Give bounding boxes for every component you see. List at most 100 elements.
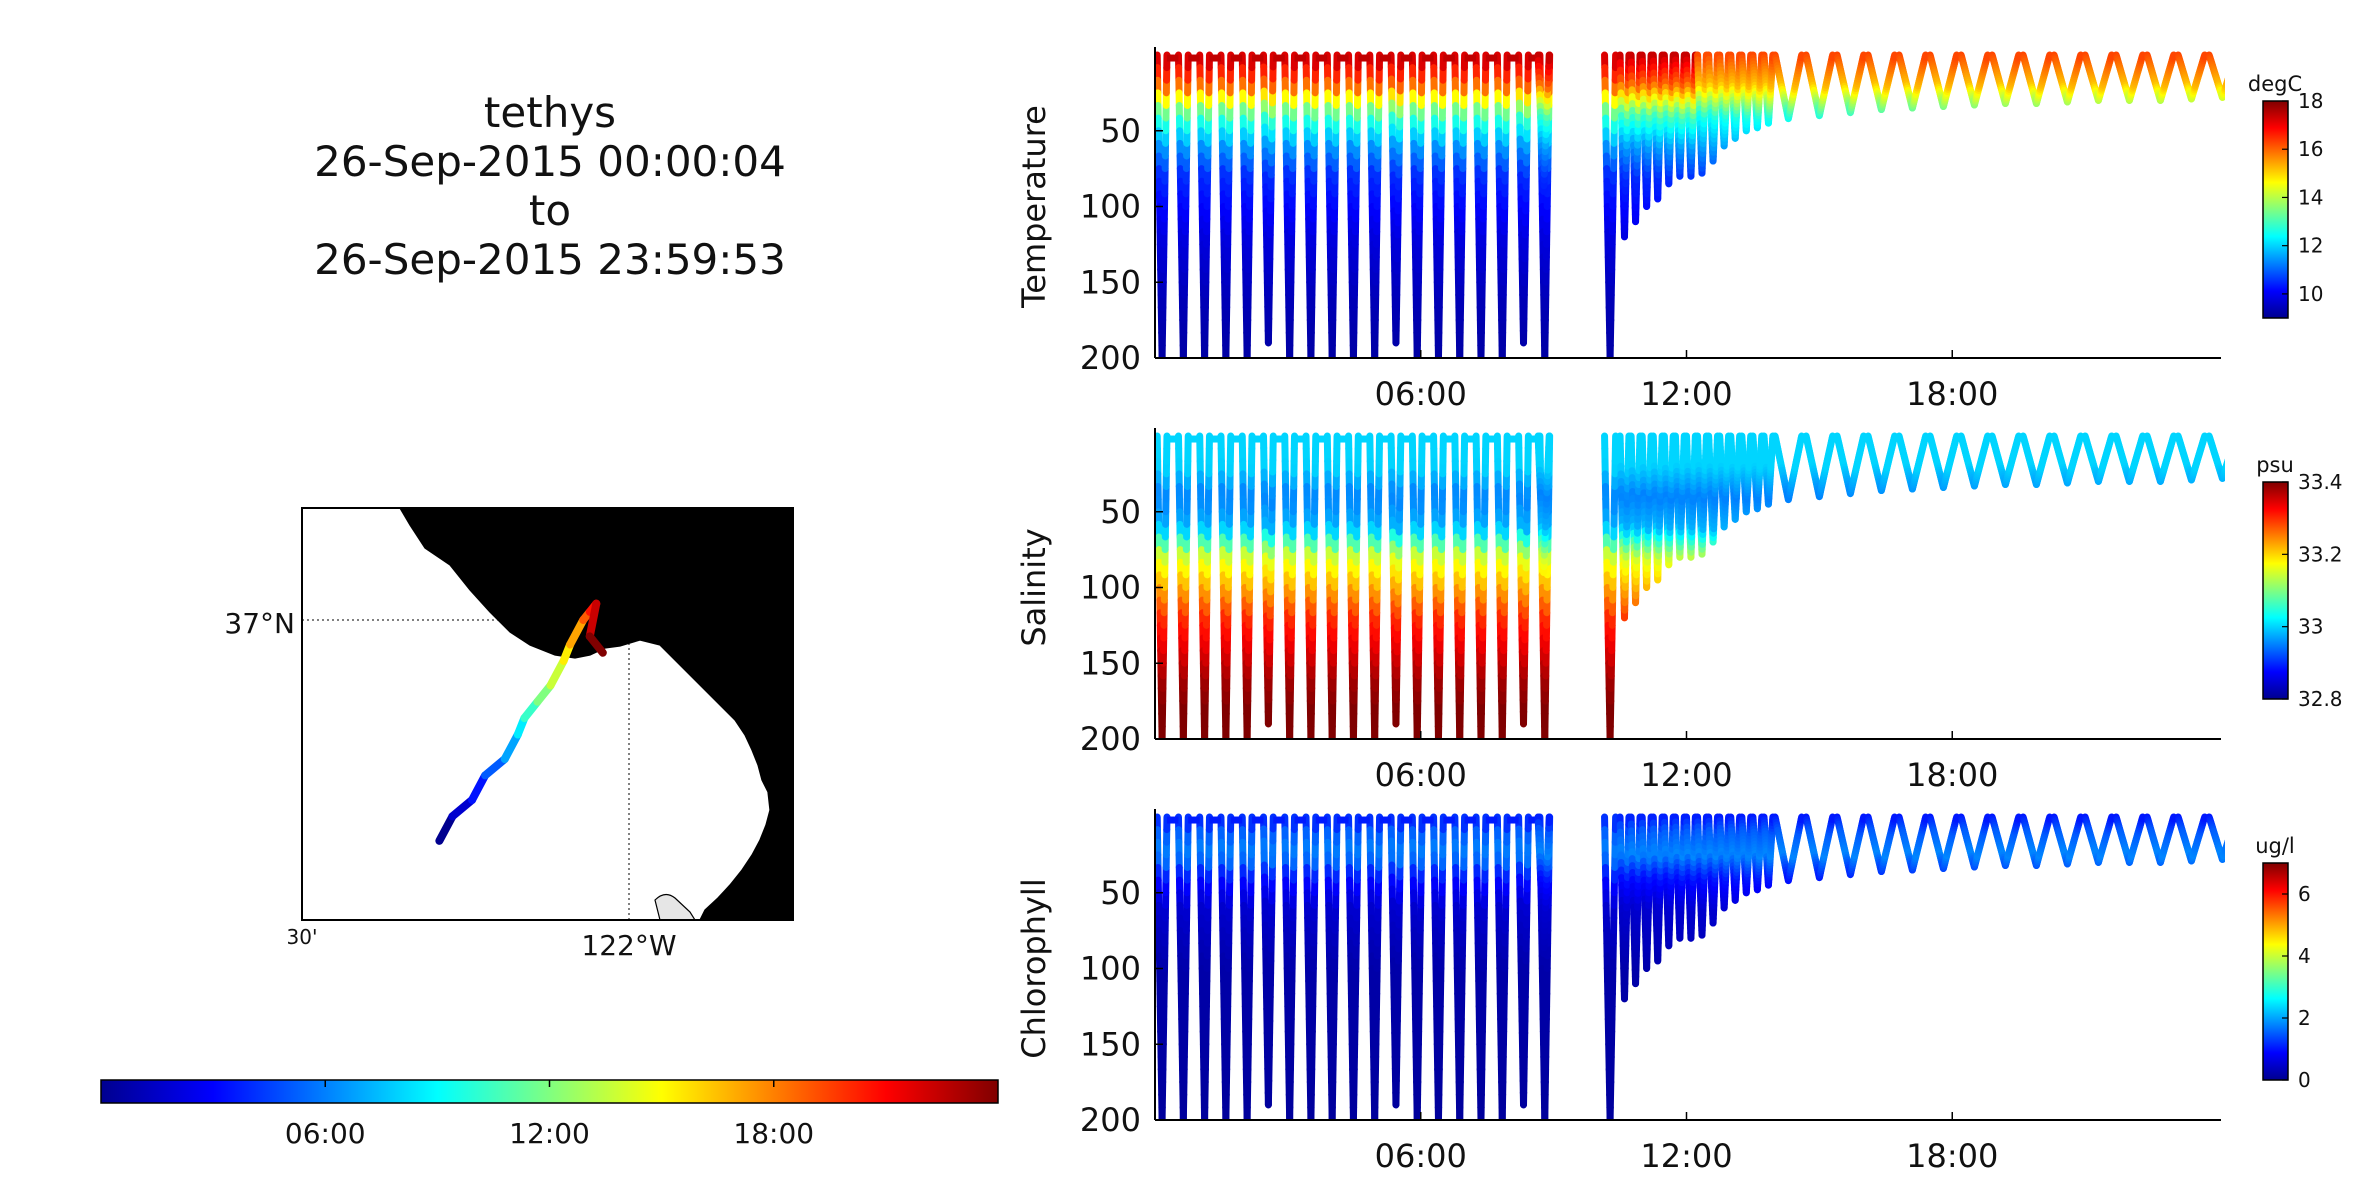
- track-segment: [468, 771, 490, 804]
- profile-segment: [2230, 71, 2231, 73]
- colorbar-tick-label: 14: [2298, 185, 2323, 209]
- profile-segment: [1921, 432, 1930, 442]
- profile-segment: [2014, 51, 2023, 61]
- colorbar-tick-label: 16: [2298, 137, 2323, 161]
- profile-segment: [2222, 462, 2225, 472]
- profile-segment: [1859, 51, 1868, 61]
- profile-segment: [2229, 74, 2230, 76]
- profile-segment: [2169, 432, 2178, 442]
- coastline-land: [399, 508, 793, 920]
- track-segment: [448, 795, 477, 821]
- profile-segment: [1983, 51, 1992, 61]
- profile-segment: [2229, 76, 2230, 78]
- profile-segment: [1890, 432, 1899, 442]
- profile-segment: [2014, 432, 2023, 442]
- profile-segment: [2138, 432, 2147, 442]
- profile-segment: [2200, 51, 2209, 61]
- y-tick-label: 100: [1080, 188, 1141, 226]
- profile-segment: [2045, 432, 2054, 442]
- profile-segment: [2234, 441, 2235, 443]
- profile-segment: [2223, 77, 2225, 85]
- profile-segment: [2231, 450, 2232, 452]
- colorbar-tick-label: 12: [2298, 234, 2323, 258]
- start-time: 26-Sep-2015 00:00:04: [314, 137, 786, 186]
- profile-segment: [1952, 432, 1961, 442]
- colorbar-tick-label: 33: [2298, 615, 2323, 639]
- profile-segment: [2231, 448, 2232, 450]
- colorbar-units: degC: [2248, 72, 2302, 96]
- profile-segment: [2230, 454, 2231, 456]
- y-tick-label: 200: [1080, 339, 1141, 377]
- x-tick-label: 12:00: [1640, 756, 1732, 794]
- plot-title: tethys 26-Sep-2015 00:00:04 to 26-Sep-20…: [240, 88, 860, 284]
- profile-segment: [2235, 438, 2236, 440]
- profile-segment: [2235, 55, 2236, 57]
- map-frame: [301, 507, 794, 921]
- colorbar-tick-label: 33.4: [2298, 470, 2343, 494]
- profile-segment: [2223, 458, 2225, 466]
- profile-segment: [2138, 51, 2147, 61]
- x-tick-label: 06:00: [1375, 756, 1467, 794]
- colorbar-units: psu: [2256, 453, 2294, 477]
- profile-segment: [2076, 51, 2085, 61]
- profile-data: [1155, 432, 2236, 739]
- time-colorbar-tick-label: 06:00: [285, 1117, 366, 1150]
- map-lon-label-30: 30': [287, 925, 318, 949]
- profile-segment: [2235, 57, 2236, 59]
- profile-segment: [2229, 455, 2230, 457]
- y-tick-label: 150: [1080, 644, 1141, 682]
- track-segment: [435, 812, 457, 845]
- profile-segment: [2235, 436, 2236, 438]
- colorbar-tick-label: 10: [2298, 282, 2323, 306]
- time-colorbar: 06:00 12:00 18:00: [100, 1079, 999, 1150]
- x-tick-label: 18:00: [1906, 756, 1998, 794]
- track-segment: [481, 755, 509, 780]
- profile-segment: [1797, 432, 1806, 443]
- profile-segment: [2200, 432, 2209, 442]
- profile-segment: [2222, 80, 2225, 89]
- profile-segment: [2232, 64, 2233, 66]
- glider-track: [435, 599, 607, 845]
- profile-segment: [2230, 73, 2231, 75]
- profile-segment: [2234, 440, 2235, 442]
- title-to: to: [528, 186, 572, 235]
- map-lat-label: 37°N: [224, 607, 295, 640]
- colorbar-tick-label: 18: [2298, 89, 2323, 113]
- profile-segment: [2229, 457, 2230, 459]
- profile-segment: [2231, 67, 2232, 69]
- y-tick-label: 100: [1080, 569, 1141, 607]
- profile-segment: [2224, 458, 2225, 463]
- profile-segment: [2076, 432, 2085, 442]
- track-segment: [585, 599, 601, 641]
- track-segment: [566, 616, 588, 649]
- track-segment: [546, 656, 568, 690]
- profile-data: [1155, 51, 2236, 358]
- profile-segment: [2231, 69, 2232, 71]
- track-segment: [500, 730, 522, 764]
- profile-segment: [1828, 432, 1837, 443]
- profile-segment: [2107, 432, 2116, 442]
- profile-segment: [2169, 51, 2178, 61]
- time-colorbar-tick-label: 18:00: [733, 1117, 814, 1150]
- profile-segment: [2232, 447, 2233, 449]
- time-colorbar-tick-label: 12:00: [509, 1117, 590, 1150]
- map-panel: 37°N 30' 122°W: [224, 507, 794, 962]
- platform-name: tethys: [483, 88, 617, 137]
- profile-segment: [2234, 60, 2235, 62]
- profile-segment: [2221, 83, 2225, 93]
- profile-segment: [2232, 66, 2233, 68]
- profile-segment: [1983, 432, 1992, 442]
- profile-segment: [2222, 81, 2225, 91]
- profile-segment: [2222, 461, 2225, 470]
- map-lon-label-122w: 122°W: [581, 929, 676, 962]
- profile-segment: [1828, 51, 1837, 62]
- profile-segment: [2045, 51, 2054, 61]
- colorbar-tick-label: 33.2: [2298, 542, 2343, 566]
- colorbar: [2262, 481, 2289, 700]
- profile-segment: [2221, 464, 2225, 474]
- x-tick-label: 18:00: [1906, 375, 1998, 413]
- profile-data: [1155, 813, 2225, 1120]
